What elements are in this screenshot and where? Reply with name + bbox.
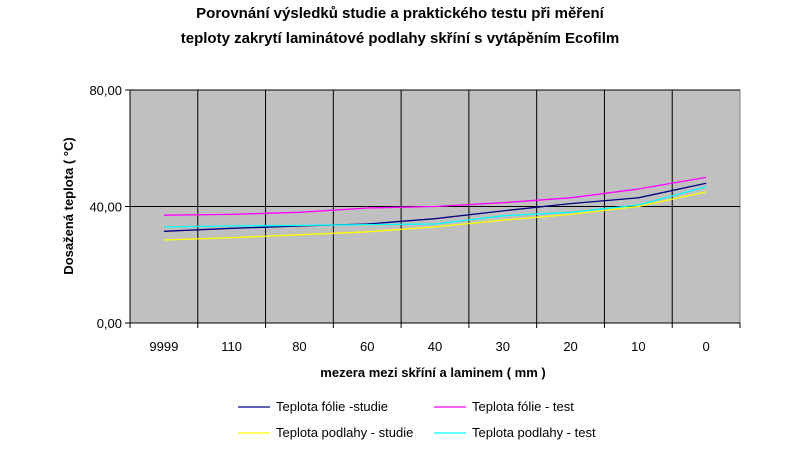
legend-label: Teplota podlahy - test bbox=[472, 425, 596, 440]
series-lines bbox=[163, 176, 707, 241]
x-tick-label: 30 bbox=[496, 339, 510, 354]
x-tick-label: 40 bbox=[428, 339, 442, 354]
x-tick-label: 20 bbox=[563, 339, 577, 354]
axes bbox=[125, 89, 741, 328]
series-line-1 bbox=[163, 182, 707, 232]
chart-title-line-1: Porovnání výsledků studie a praktického … bbox=[196, 5, 604, 22]
x-axis-title: mezera mezi skříní a laminem ( mm ) bbox=[320, 365, 545, 380]
series-line-3 bbox=[163, 191, 707, 241]
series-line-2 bbox=[163, 176, 707, 216]
legend-label: Teplota fólie - test bbox=[472, 399, 574, 414]
x-tick-label: 0 bbox=[702, 339, 709, 354]
x-tick-label: 60 bbox=[360, 339, 374, 354]
legend-item-4: Teplota podlahy - test bbox=[434, 425, 596, 440]
legend-item-2: Teplota fólie - test bbox=[434, 399, 574, 414]
x-tick-label: 110 bbox=[221, 339, 242, 354]
y-tick-label: 80,00 bbox=[89, 83, 122, 98]
legend-item-1: Teplota fólie -studie bbox=[238, 399, 388, 414]
x-tick-label: 9999 bbox=[149, 339, 178, 354]
legend-item-3: Teplota podlahy - studie bbox=[238, 425, 413, 440]
x-tick-label: 80 bbox=[292, 339, 306, 354]
legend-label: Teplota fólie -studie bbox=[276, 399, 388, 414]
y-tick-label: 40,00 bbox=[89, 200, 122, 215]
series-line-4 bbox=[163, 186, 707, 228]
x-tick-labels: 9999 110 80 60 40 30 20 10 0 bbox=[149, 339, 709, 354]
x-tick-label: 10 bbox=[631, 339, 645, 354]
y-tick-label: 0,00 bbox=[97, 316, 122, 331]
legend: Teplota fólie -studie Teplota fólie - tes… bbox=[238, 399, 596, 440]
y-tick-labels: 0,00 40,00 80,00 bbox=[89, 83, 122, 331]
legend-label: Teplota podlahy - studie bbox=[276, 425, 413, 440]
chart-title-line-2: teploty zakrytí laminátové podlahy skřín… bbox=[181, 30, 619, 47]
y-axis-title: Dosažená teplota ( °C) bbox=[61, 137, 76, 274]
